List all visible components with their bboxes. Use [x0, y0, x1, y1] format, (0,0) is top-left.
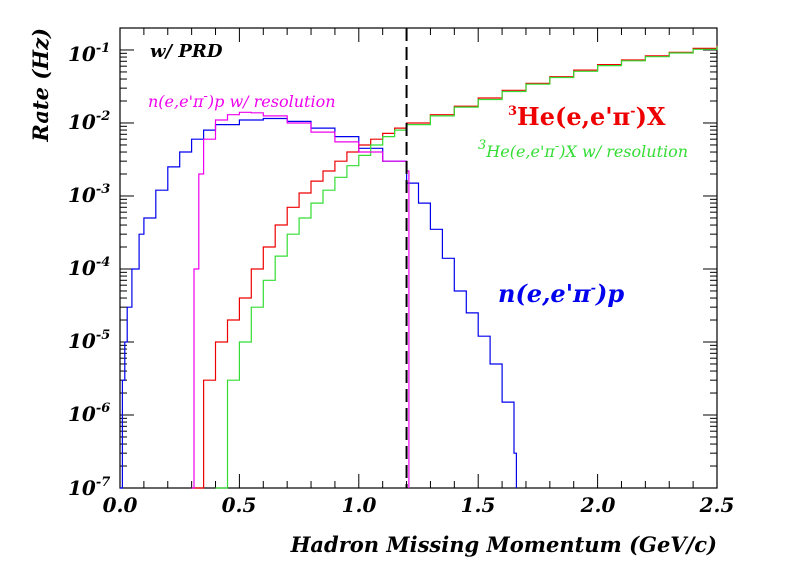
- y-tick-label: 10-2: [68, 109, 110, 134]
- legend-label-magenta: n(e,e'π-)p w/ resolution: [148, 89, 336, 111]
- legend-label-green: 3He(e,e'π-)X w/ resolution: [478, 138, 688, 161]
- y-tick-label: 10-1: [68, 41, 110, 66]
- y-axis-title: Rate (Hz): [28, 28, 53, 143]
- series-line: [120, 117, 517, 489]
- legend-label-red: 3He(e,e'π-)X: [508, 102, 666, 131]
- y-tick-label: 10-4: [68, 255, 110, 280]
- series-layer: [120, 45, 718, 489]
- x-tick-label: 0.0: [103, 493, 138, 517]
- x-tick-label: 2.0: [580, 493, 616, 517]
- x-tick-label: 1.5: [461, 493, 496, 517]
- series-line: [191, 111, 410, 489]
- series-line: [215, 46, 718, 489]
- prd-note: w/ PRD: [150, 41, 223, 62]
- x-tick-label: 0.5: [222, 493, 257, 517]
- axis-ticks: [119, 27, 718, 489]
- y-tick-label: 10-7: [68, 475, 110, 500]
- x-tick-label: 1.0: [342, 493, 377, 517]
- legend-label-blue: n(e,e'π-)p: [498, 279, 624, 308]
- y-tick-labels: 10-7 10-6 10-5 10-4 10-3 10-2 10-1: [68, 41, 110, 500]
- plot-frame: [119, 27, 718, 489]
- x-axis-title: Hadron Missing Momentum (GeV/c): [290, 532, 717, 557]
- y-tick-label: 10-5: [68, 328, 110, 353]
- x-tick-labels: 0.0 0.5 1.0 1.5 2.0 2.5: [103, 493, 735, 517]
- y-tick-label: 10-3: [68, 182, 110, 207]
- x-tick-label: 2.5: [699, 493, 735, 517]
- y-tick-label: 10-6: [68, 401, 110, 426]
